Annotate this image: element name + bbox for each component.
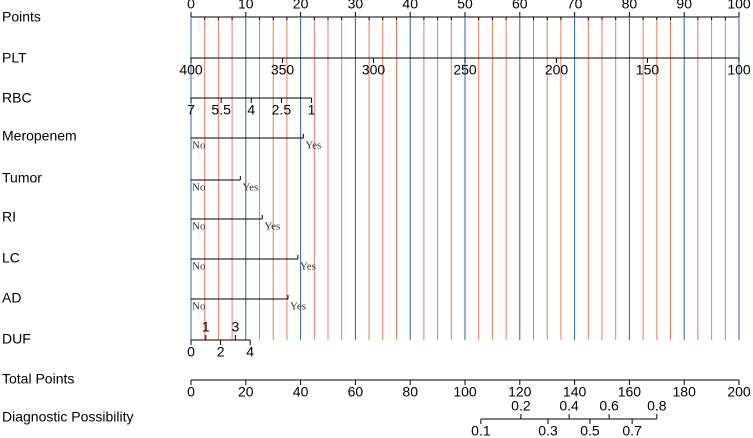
tick-label: 0 [187,0,195,12]
tick-label: 10 [238,0,254,12]
tick-label: 30 [348,0,364,12]
tick-label: 80 [622,0,638,12]
tick-label: 4 [246,344,254,360]
category-label: Yes [305,140,321,152]
row-label: AD [2,290,21,306]
tick-label: 5.5 [211,102,231,118]
tick-label: 0 [187,344,195,360]
tick-label: 150 [636,62,660,78]
tick-label: 90 [676,0,692,12]
category-label: No [192,140,206,152]
category-label: No [192,301,206,313]
category-label: Yes [300,261,316,273]
tick-label: 350 [271,62,295,78]
tick-label: 0 [187,384,195,400]
row-label: PLT [2,50,27,66]
tick-label: 250 [453,62,477,78]
category-label: No [192,261,206,273]
tick-label: 100 [727,0,751,12]
tick-label: 0.1 [471,423,491,438]
category-label: Yes [264,221,280,233]
row-label: RI [2,209,16,225]
category-label: No [192,221,206,233]
tick-label: 7 [187,102,195,118]
tick-label: 100 [453,384,477,400]
tick-label: 2.5 [272,102,292,118]
tick-label: 20 [293,0,309,12]
category-label: No [192,182,206,194]
tick-label: 100 [727,62,751,78]
tick-label: 0.4 [559,398,579,414]
tick-label: 120 [508,384,532,400]
tick-label: 0.8 [647,398,667,414]
tick-label: 160 [618,384,642,400]
row-label: Points [2,9,41,25]
row-label: DUF [2,331,31,347]
category-label: Yes [290,301,306,313]
tick-label: 0.5 [580,423,600,438]
row-label: RBC [2,90,32,106]
tick-label: 2 [217,344,225,360]
tick-label: 20 [238,384,254,400]
tick-label: 1 [308,102,316,118]
row-label: Tumor [2,170,42,186]
tick-label: 1 [202,319,210,335]
row-label: Total Points [2,371,74,387]
tick-label: 3 [231,319,239,335]
tick-label: 140 [563,384,587,400]
tick-label: 400 [179,62,203,78]
tick-label: 60 [348,384,364,400]
tick-label: 180 [673,384,697,400]
tick-label: 70 [567,0,583,12]
tick-label: 200 [727,384,751,400]
row-label: Diagnostic Possibility [2,409,134,425]
tick-label: 50 [457,0,473,12]
tick-label: 300 [362,62,386,78]
tick-label: 0.7 [622,423,642,438]
tick-label: 60 [512,0,528,12]
tick-label: 0.2 [511,398,531,414]
tick-label: 40 [293,384,309,400]
row-label: LC [2,250,20,266]
tick-label: 0.3 [538,423,558,438]
tick-label: 80 [402,384,418,400]
tick-label: 0.6 [599,398,619,414]
tick-label: 40 [402,0,418,12]
category-label: Yes [242,182,258,194]
tick-label: 200 [545,62,569,78]
row-label: Meropenem [2,128,77,144]
tick-label: 4 [247,102,255,118]
